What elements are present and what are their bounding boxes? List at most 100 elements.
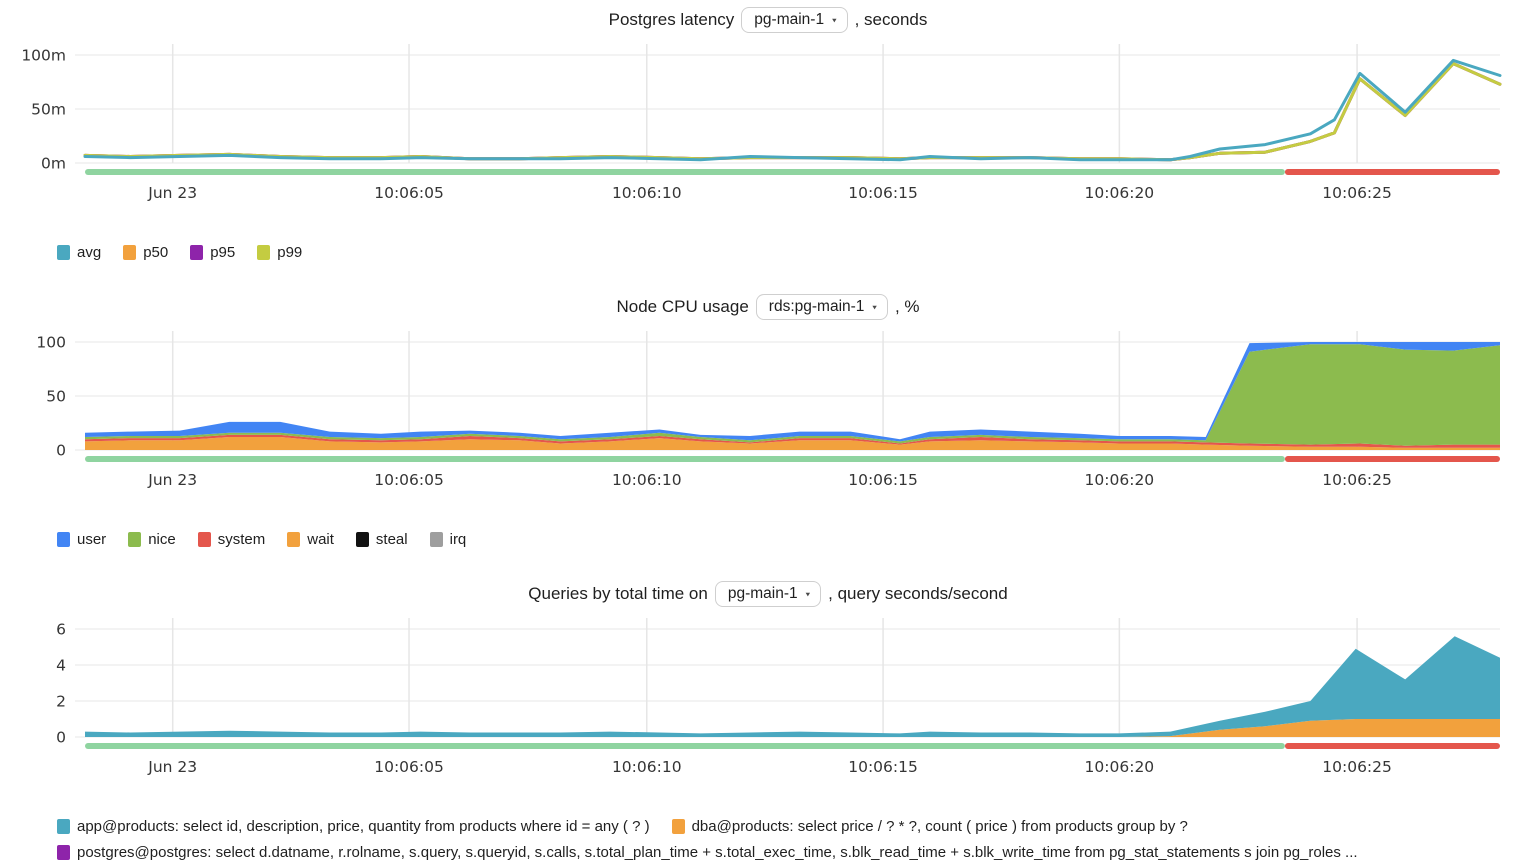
x-tick-label: 10:06:10: [612, 184, 682, 202]
chart-title-suffix: , query seconds/second: [828, 584, 1008, 603]
status-strip-ok: [85, 169, 1285, 175]
queries-legend: app@products: select id, description, pr…: [0, 818, 1536, 861]
legend-item[interactable]: avg: [57, 244, 101, 261]
instance-selector[interactable]: pg-main-1 ▾: [714, 581, 822, 607]
legend-label: system: [217, 531, 266, 548]
x-tick-label: 10:06:25: [1322, 758, 1392, 776]
x-tick-label: 10:06:10: [612, 471, 682, 489]
latency-panel: Postgres latency pg-main-1 ▾ , seconds 0…: [0, 0, 1536, 261]
legend-label: steal: [375, 531, 408, 548]
x-tick-label: 10:06:05: [374, 758, 444, 776]
legend-label: irq: [449, 531, 467, 548]
y-tick-label: 0: [56, 729, 66, 747]
legend-item[interactable]: system: [197, 531, 266, 548]
x-tick-label: 10:06:15: [848, 471, 918, 489]
x-tick-label: 10:06:25: [1322, 471, 1392, 489]
legend-item[interactable]: dba@products: select price / ? * ?, coun…: [671, 818, 1188, 835]
chevron-down-icon: ▾: [872, 302, 877, 311]
legend-swatch: [57, 845, 70, 860]
series-area: [85, 437, 1500, 450]
legend-label: postgres@postgres: select d.datname, r.r…: [77, 844, 1358, 861]
y-tick-label: 100: [36, 334, 66, 352]
legend-label: p99: [277, 244, 303, 261]
legend-item[interactable]: p95: [190, 244, 235, 261]
legend-label: user: [77, 531, 107, 548]
legend-item[interactable]: irq: [429, 531, 467, 548]
legend-swatch: [671, 819, 685, 834]
x-tick-label: 10:06:05: [374, 471, 444, 489]
series-line: [83, 62, 1502, 162]
legend-swatch: [287, 532, 301, 547]
chart-title-suffix: , %: [894, 297, 920, 316]
legend-swatch: [257, 245, 271, 260]
instance-selector[interactable]: pg-main-1 ▾: [741, 7, 848, 33]
y-tick-label: 0m: [41, 155, 66, 173]
series-line: [83, 58, 1502, 162]
x-tick-label: 10:06:20: [1085, 184, 1155, 202]
legend-swatch: [190, 245, 204, 260]
x-tick-label: Jun 23: [147, 758, 197, 776]
series-area: [85, 434, 1500, 448]
legend-swatch: [429, 532, 443, 547]
status-strip-alert: [1284, 743, 1500, 749]
legend-swatch: [197, 532, 211, 547]
legend-label: dba@products: select price / ? * ?, coun…: [691, 818, 1188, 835]
legend-swatch: [57, 245, 70, 260]
queries-chart[interactable]: 0 2 4 6 Jun 23 10:06:05 10:06:10 10:06:15 10:06:…: [0, 614, 1536, 784]
series-area: [85, 342, 1500, 442]
latency-legend: avg p50 p95 p99: [0, 244, 1536, 261]
series-area: [85, 719, 1500, 737]
cpu-panel: Node CPU usage rds:pg-main-1 ▾ , % 0 50 10…: [0, 287, 1536, 548]
legend-item[interactable]: steal: [355, 531, 408, 548]
chart-title-prefix: Queries by total time on: [528, 584, 708, 603]
legend-label: wait: [307, 531, 334, 548]
y-tick-label: 6: [56, 621, 66, 639]
legend-item[interactable]: wait: [287, 531, 334, 548]
status-strip-alert: [1284, 169, 1500, 175]
queries-panel: Queries by total time on pg-main-1 ▾ , q…: [0, 574, 1536, 861]
chevron-down-icon: ▾: [832, 15, 837, 24]
legend-swatch: [57, 532, 70, 547]
legend-label: avg: [77, 244, 102, 261]
latency-chart-title: Postgres latency pg-main-1 ▾ , seconds: [0, 4, 1536, 36]
cpu-chart[interactable]: 0 50 100 Jun 23 10:06:05 10:06:10 10:06:15 10:0…: [0, 327, 1536, 497]
legend-item[interactable]: p99: [257, 244, 302, 261]
series-area: [85, 344, 1500, 446]
legend-item[interactable]: user: [57, 531, 106, 548]
cpu-legend: user nice system wait steal irq: [0, 531, 1536, 548]
legend-swatch: [128, 532, 142, 547]
cpu-chart-title: Node CPU usage rds:pg-main-1 ▾ , %: [0, 291, 1536, 323]
y-tick-label: 50: [46, 388, 66, 406]
latency-chart[interactable]: 0m 50m 100m Jun 23 10:06:05 10:06:10 10:06:15 1…: [0, 40, 1536, 210]
legend-item[interactable]: app@products: select id, description, pr…: [57, 818, 650, 835]
x-tick-label: 10:06:10: [612, 758, 682, 776]
selector-value: pg-main-1: [754, 11, 825, 28]
status-strip-ok: [85, 456, 1285, 462]
status-strip-alert: [1284, 456, 1500, 462]
selector-value: rds:pg-main-1: [768, 298, 865, 315]
legend-item[interactable]: p50: [123, 244, 168, 261]
x-tick-label: 10:06:25: [1322, 184, 1392, 202]
legend-item[interactable]: postgres@postgres: select d.datname, r.r…: [57, 844, 1358, 861]
x-tick-label: Jun 23: [147, 471, 197, 489]
y-tick-label: 100m: [21, 47, 66, 65]
y-tick-label: 2: [56, 693, 66, 711]
legend-label: p95: [210, 244, 236, 261]
x-tick-label: 10:06:20: [1085, 471, 1155, 489]
chart-title-prefix: Node CPU usage: [616, 297, 749, 316]
x-tick-label: 10:06:20: [1085, 758, 1155, 776]
y-tick-label: 0: [56, 442, 66, 460]
status-strip-ok: [85, 743, 1285, 749]
selector-value: pg-main-1: [727, 585, 798, 602]
legend-label: nice: [148, 531, 176, 548]
x-tick-label: 10:06:15: [848, 758, 918, 776]
legend-label: p50: [143, 244, 169, 261]
x-tick-label: Jun 23: [147, 184, 197, 202]
legend-swatch: [355, 532, 369, 547]
instance-selector[interactable]: rds:pg-main-1 ▾: [755, 294, 888, 320]
x-tick-label: 10:06:05: [374, 184, 444, 202]
series-area: [85, 636, 1500, 737]
legend-item[interactable]: nice: [128, 531, 176, 548]
legend-swatch: [123, 245, 137, 260]
